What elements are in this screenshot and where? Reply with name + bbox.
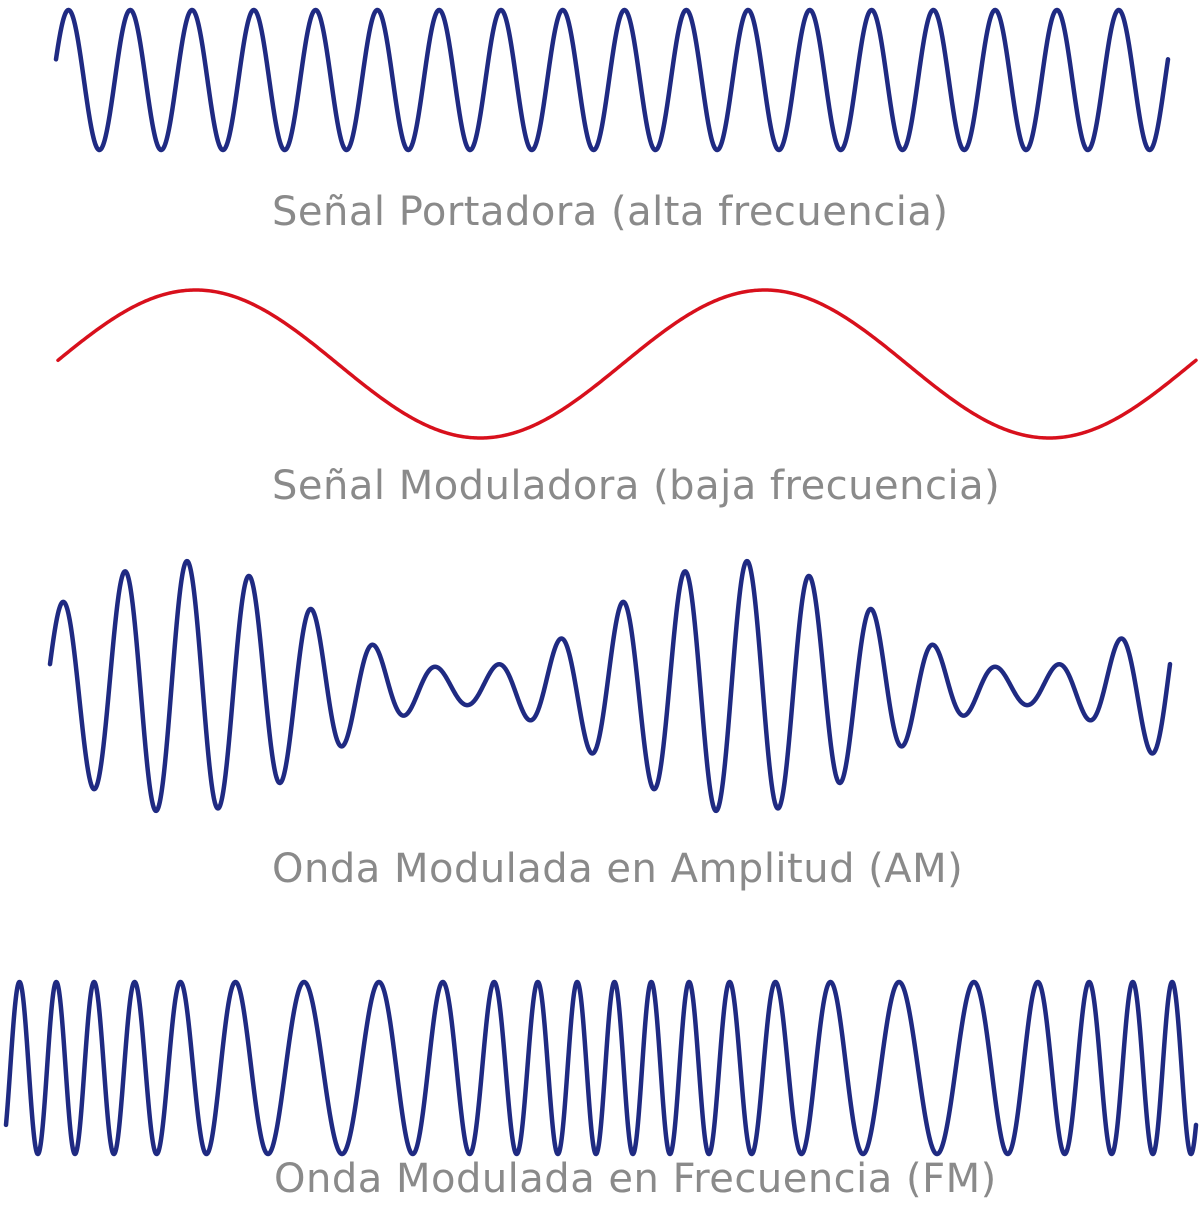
modulating-wave [56, 288, 1198, 440]
carrier-caption: Señal Portadora (alta frecuencia) [272, 189, 949, 235]
fm-caption: Onda Modulada en Frecuencia (FM) [274, 1156, 997, 1202]
carrier-wave [53, 7, 1171, 153]
am-wave [47, 558, 1173, 814]
fm-wave [3, 979, 1199, 1157]
modulating-caption: Señal Moduladora (baja frecuencia) [272, 463, 1001, 509]
am-caption: Onda Modulada en Amplitud (AM) [272, 846, 964, 892]
